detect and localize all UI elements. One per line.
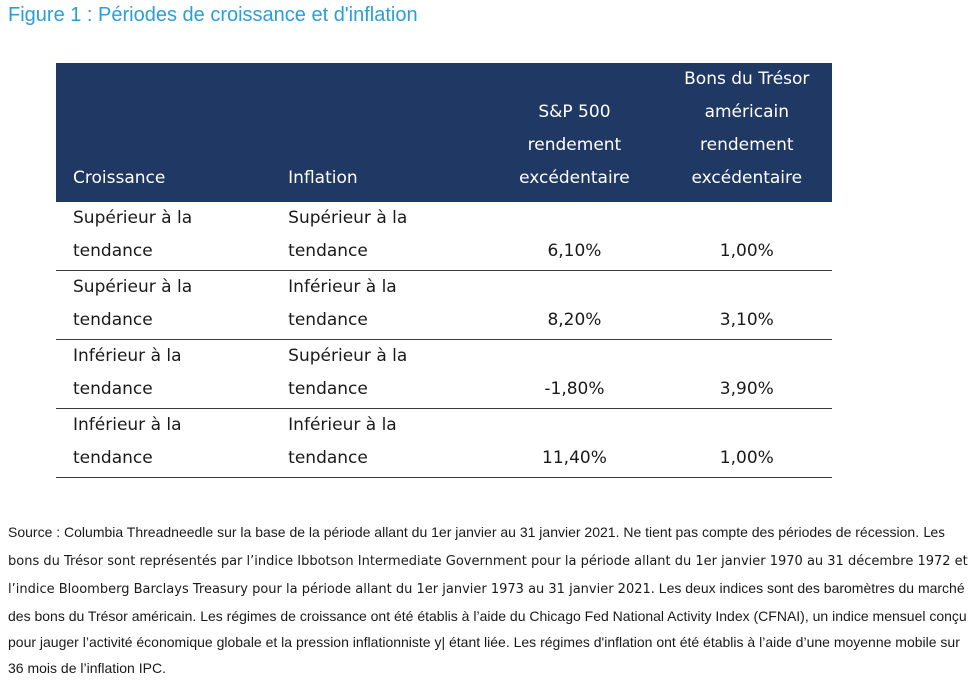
- cell-treasury: 3,90%: [661, 339, 832, 409]
- table-row: Inférieur à la tendance Inférieur à la t…: [56, 408, 832, 478]
- cell-growth: Inférieur à la tendance: [56, 339, 272, 409]
- cell-inflation: Supérieur à la tendance: [271, 339, 488, 409]
- header-sp500-line: S&P 500: [538, 102, 611, 122]
- source-note-part1: Source : Columbia Threadneedle sur la ba…: [8, 524, 920, 540]
- cell-sp500: 6,10%: [487, 202, 662, 271]
- cell-growth-text: Supérieur à la tendance: [73, 277, 193, 330]
- cell-growth: Inférieur à la tendance: [56, 408, 272, 478]
- cell-inflation: Supérieur à la tendance: [271, 202, 488, 271]
- cell-inflation: Inférieur à la tendance: [271, 270, 488, 340]
- cell-treasury: 1,00%: [661, 202, 832, 271]
- table-body: Supérieur à la tendance Supérieur à la t…: [56, 202, 832, 478]
- growth-inflation-table: Croissance Inflation S&P 500 rendement e…: [56, 63, 832, 478]
- header-growth: Croissance: [56, 63, 272, 202]
- header-treasury: Bons du Trésor américain rendement excéd…: [661, 63, 832, 202]
- cell-inflation-text: Inférieur à la tendance: [288, 277, 397, 330]
- cell-inflation: Inférieur à la tendance: [271, 408, 488, 478]
- header-treasury-line: rendement: [700, 135, 794, 155]
- source-note-part2: Les bons du Trésor sont représentés par …: [8, 526, 968, 597]
- header-treasury-line: Bons du Trésor: [684, 69, 810, 89]
- table-header: Croissance Inflation S&P 500 rendement e…: [56, 63, 832, 202]
- cell-sp500: -1,80%: [487, 339, 662, 409]
- source-note-part3: Les deux indices sont des baromètres du …: [8, 580, 967, 676]
- cell-sp500: 8,20%: [487, 270, 662, 340]
- source-note: Source : Columbia Threadneedle sur la ba…: [8, 519, 970, 681]
- header-treasury-line: excédentaire: [691, 168, 803, 188]
- cell-growth: Supérieur à la tendance: [56, 270, 272, 340]
- table-row: Supérieur à la tendance Supérieur à la t…: [56, 202, 832, 271]
- cell-growth: Supérieur à la tendance: [56, 202, 272, 271]
- header-treasury-line: américain: [704, 102, 789, 122]
- header-inflation: Inflation: [271, 63, 488, 202]
- cell-treasury: 1,00%: [661, 408, 832, 478]
- cell-inflation-text: Supérieur à la tendance: [288, 346, 408, 399]
- cell-inflation-text: Supérieur à la tendance: [288, 208, 408, 261]
- header-row: Croissance Inflation S&P 500 rendement e…: [56, 63, 832, 202]
- cell-growth-text: Inférieur à la tendance: [73, 415, 182, 468]
- cell-treasury: 3,10%: [661, 270, 832, 340]
- cell-growth-text: Inférieur à la tendance: [73, 346, 182, 399]
- table-row: Inférieur à la tendance Supérieur à la t…: [56, 339, 832, 409]
- header-sp500-line: rendement: [527, 135, 622, 155]
- table-row: Supérieur à la tendance Inférieur à la t…: [56, 270, 832, 340]
- header-sp500: S&P 500 rendement excédentaire: [487, 63, 662, 202]
- cell-growth-text: Supérieur à la tendance: [73, 208, 193, 261]
- cell-sp500: 11,40%: [487, 408, 662, 478]
- cell-inflation-text: Inférieur à la tendance: [288, 415, 397, 468]
- header-sp500-line: excédentaire: [519, 168, 630, 188]
- figure-title: Figure 1 : Périodes de croissance et d'i…: [8, 4, 418, 26]
